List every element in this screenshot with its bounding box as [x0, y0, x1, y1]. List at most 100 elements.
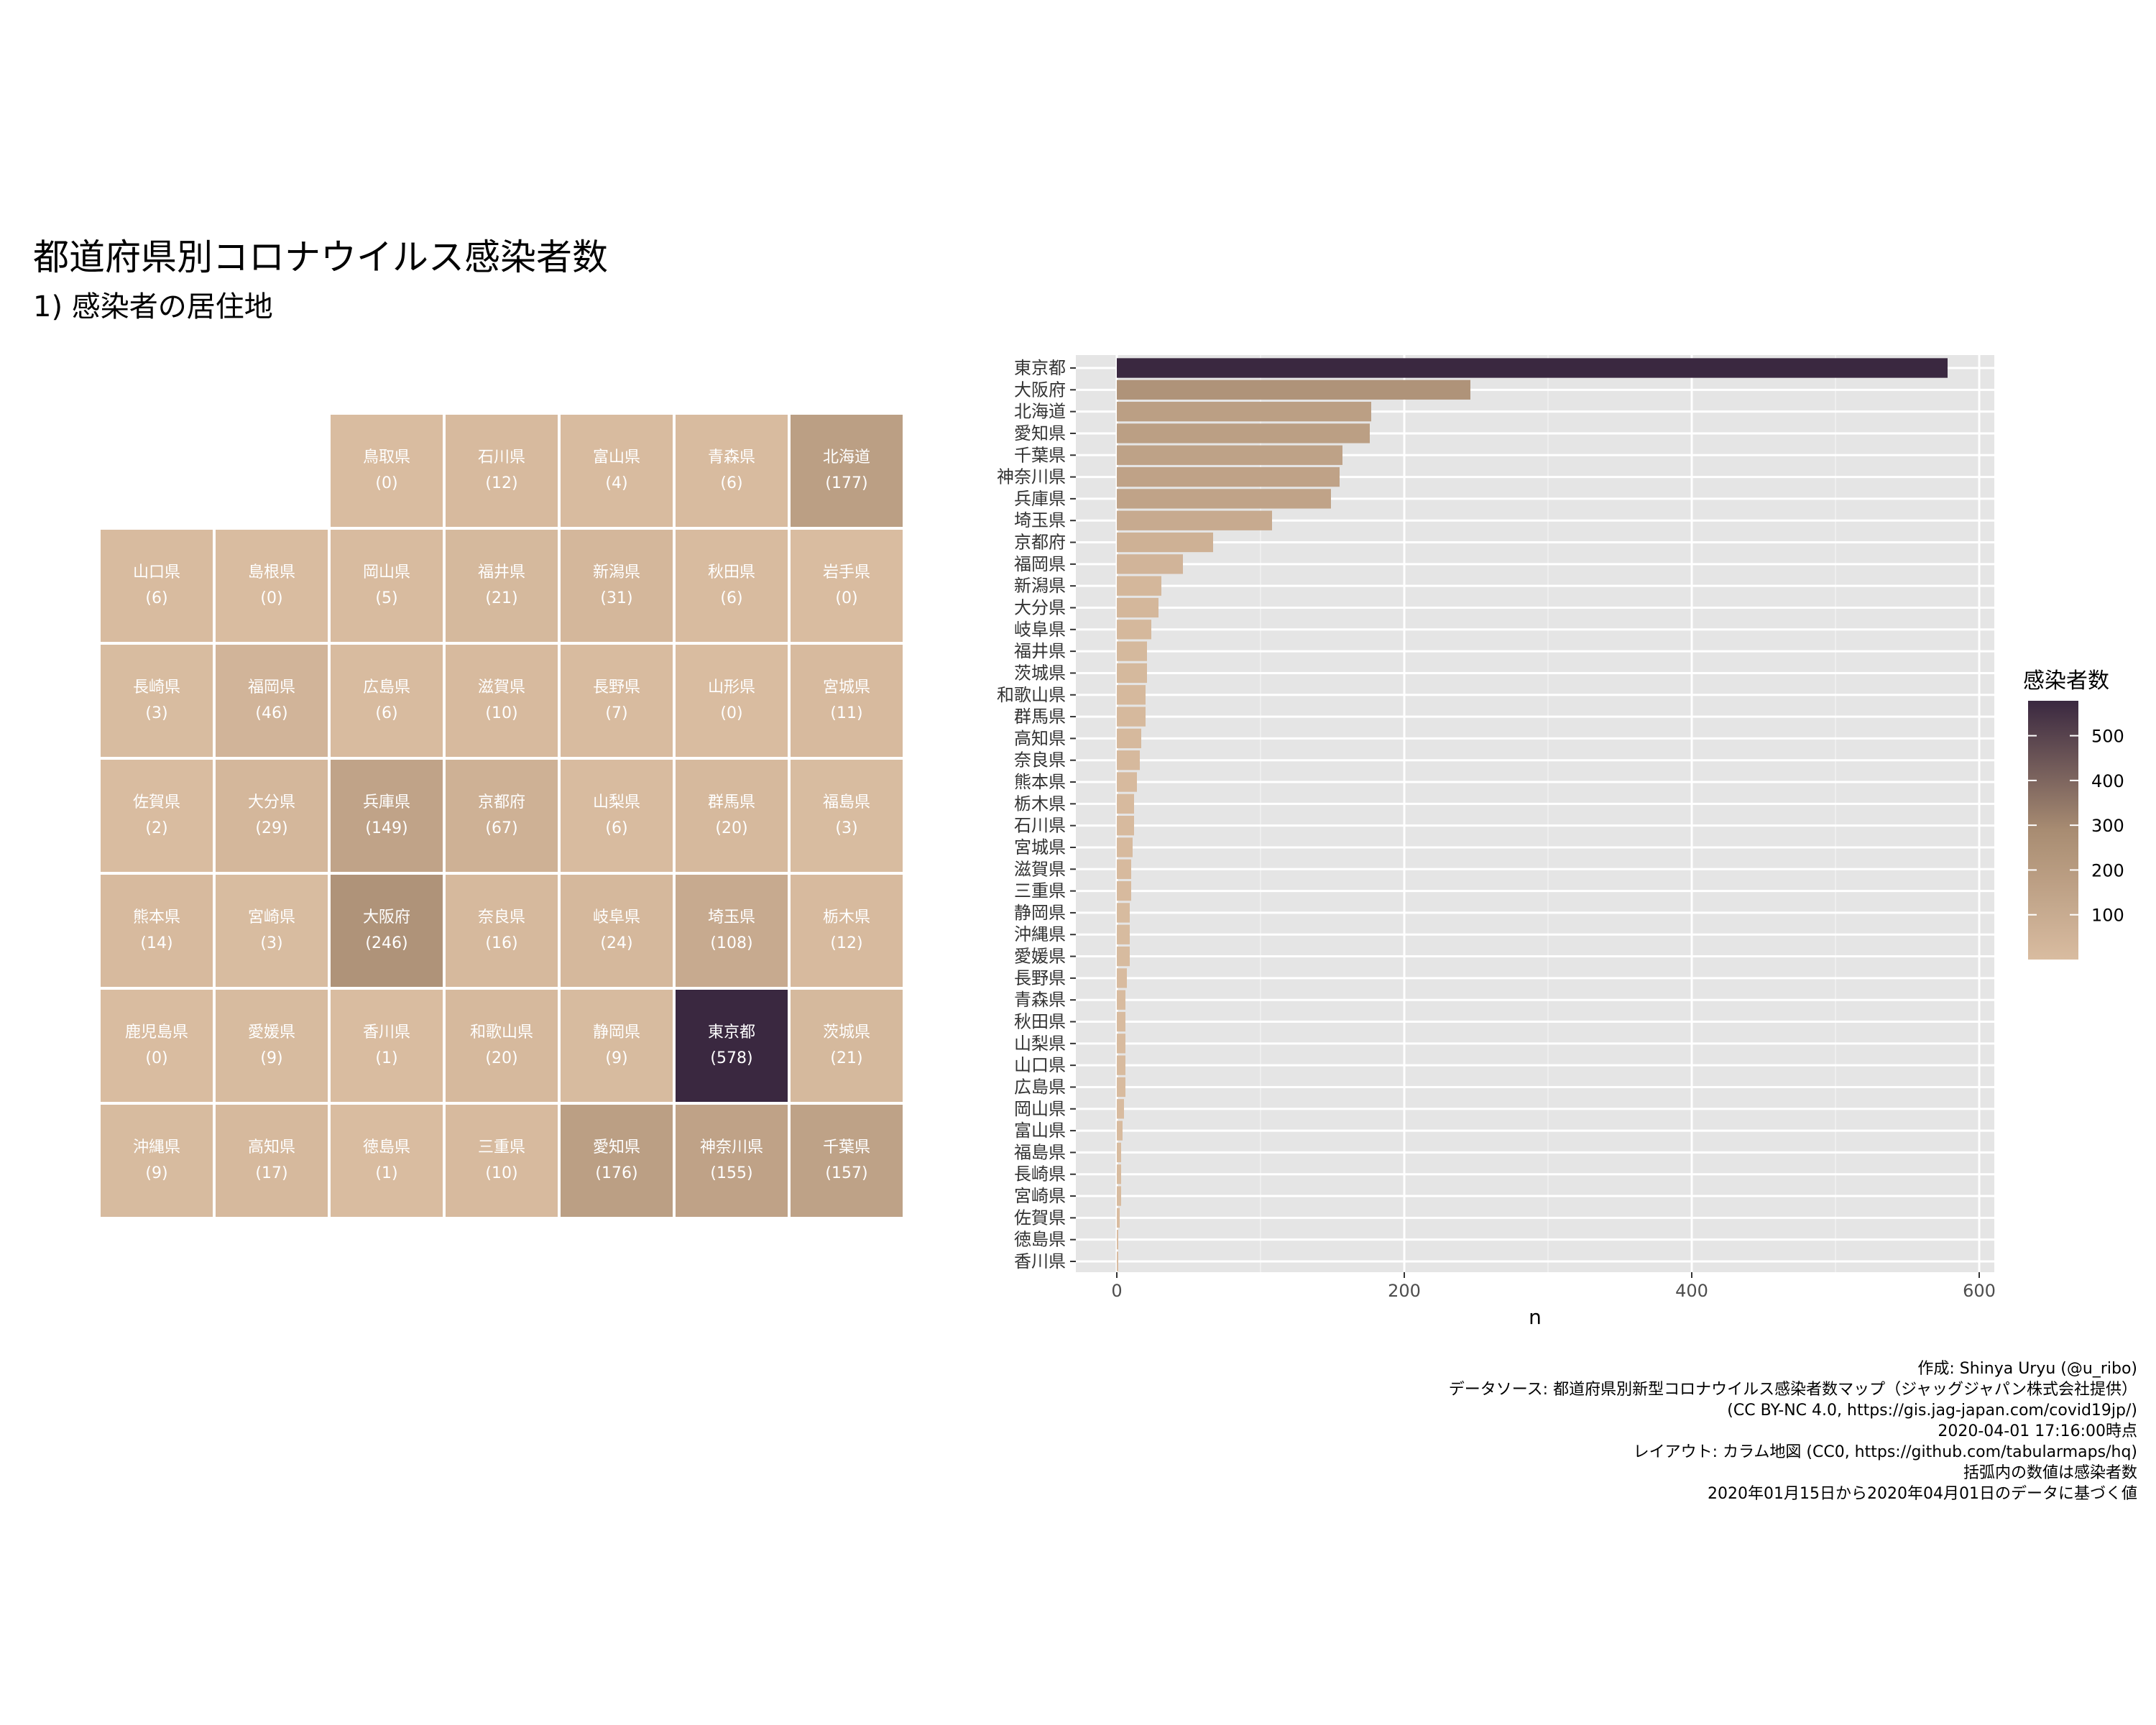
tile-value: (3) [145, 704, 167, 722]
bar-chart: 東京都大阪府北海道愛知県千葉県神奈川県兵庫県埼玉県京都府福岡県新潟県大分県岐阜県… [997, 355, 2124, 1329]
y-tick-label: 秋田県 [1014, 1012, 1066, 1032]
tile-name: 秋田県 [708, 564, 755, 581]
y-tick-label: 徳島県 [1014, 1230, 1066, 1250]
legend-label: 500 [2091, 727, 2124, 747]
tile-name: 石川県 [478, 448, 525, 466]
tile-rect [213, 872, 331, 990]
bar [1117, 1164, 1121, 1184]
y-tick-label: 茨城県 [1014, 663, 1066, 683]
tile-name: 神奈川県 [700, 1138, 763, 1156]
tile-value: (108) [710, 934, 752, 952]
tile-value: (4) [605, 474, 627, 492]
legend-label: 300 [2091, 816, 2124, 836]
y-tick-label: 沖縄県 [1014, 924, 1066, 944]
bar [1117, 968, 1127, 988]
x-tick-label: 600 [1963, 1281, 1996, 1301]
tile-name: 大阪府 [363, 908, 410, 926]
y-tick-label: 兵庫県 [1014, 489, 1066, 509]
bar [1117, 750, 1140, 770]
tile-name: 富山県 [593, 448, 640, 466]
y-tick-label: 青森県 [1014, 990, 1066, 1010]
y-tick-label: 愛媛県 [1014, 947, 1066, 967]
tile-rect [673, 1102, 791, 1220]
tile: 高知県 (17) [213, 1102, 331, 1220]
tile-rect [673, 412, 791, 530]
tile: 宮崎県 (3) [213, 872, 331, 990]
bar [1117, 1230, 1118, 1250]
tile-rect [328, 527, 446, 645]
tile: 石川県 (12) [443, 412, 561, 530]
tile-value: (155) [710, 1164, 752, 1182]
tile: 広島県 (6) [328, 642, 446, 760]
tile: 佐賀県 (2) [98, 757, 216, 875]
bar [1117, 837, 1133, 857]
y-tick-label: 栃木県 [1014, 794, 1066, 814]
tile-value: (20) [715, 819, 747, 837]
tile-name: 岡山県 [363, 564, 410, 581]
bar [1117, 903, 1130, 923]
bar [1117, 380, 1470, 400]
tile-name: 福井県 [478, 564, 525, 581]
tile: 島根県 (0) [213, 527, 331, 645]
tile-name: 徳島県 [363, 1138, 410, 1156]
bar [1117, 772, 1137, 792]
x-tick-label: 200 [1388, 1281, 1421, 1301]
tile-value: (9) [260, 1049, 282, 1067]
tile: 宮城県 (11) [788, 642, 906, 760]
tile-name: 山形県 [708, 678, 755, 696]
y-tick-label: 岡山県 [1014, 1099, 1066, 1119]
bar [1117, 816, 1134, 836]
tile-name: 長野県 [593, 678, 640, 696]
tile-name: 静岡県 [593, 1024, 640, 1041]
bar [1117, 685, 1146, 705]
tile-value: (0) [375, 474, 397, 492]
bar [1117, 641, 1147, 661]
tile: 三重県 (10) [443, 1102, 561, 1220]
tile-name: 高知県 [248, 1138, 295, 1156]
tile-rect [443, 757, 561, 875]
tile-name: 愛知県 [593, 1138, 640, 1156]
tile-rect [98, 1102, 216, 1220]
caption-line: レイアウト: カラム地図 (CC0, https://github.com/ta… [1633, 1443, 2137, 1461]
tile-name: 福岡県 [248, 678, 295, 696]
tile-name: 奈良県 [478, 908, 525, 926]
bar [1117, 1055, 1125, 1075]
tile: 千葉県 (157) [788, 1102, 906, 1220]
tile-rect [788, 527, 906, 645]
tile-rect [558, 1102, 676, 1220]
y-tick-label: 大阪府 [1014, 380, 1066, 400]
tile-value: (6) [145, 589, 167, 607]
y-tick-label: 宮城県 [1014, 837, 1066, 857]
y-tick-label: 静岡県 [1014, 903, 1066, 923]
tile: 秋田県 (6) [673, 527, 791, 645]
bar [1117, 794, 1134, 814]
bar [1117, 707, 1146, 727]
tile-value: (20) [485, 1049, 517, 1067]
y-tick-label: 熊本県 [1014, 772, 1066, 792]
bar [1117, 401, 1371, 422]
bar [1117, 946, 1130, 967]
legend-title: 感染者数 [2023, 668, 2109, 694]
bar [1117, 510, 1272, 530]
tile-value: (10) [485, 1164, 517, 1182]
tile: 熊本県 (14) [98, 872, 216, 990]
bar [1117, 358, 1948, 378]
tile: 京都府 (67) [443, 757, 561, 875]
tile: 茨城県 (21) [788, 987, 906, 1105]
tile-value: (0) [835, 589, 857, 607]
tile: 青森県 (6) [673, 412, 791, 530]
caption-line: 括弧内の数値は感染者数 [1963, 1464, 2137, 1482]
tile-name: 新潟県 [593, 564, 640, 581]
tile: 福岡県 (46) [213, 642, 331, 760]
tile-name: 山梨県 [593, 794, 640, 811]
tile-name: 和歌山県 [470, 1024, 533, 1041]
y-tick-label: 長野県 [1014, 968, 1066, 988]
tile-name: 京都府 [478, 794, 525, 811]
tile-name: 東京都 [708, 1024, 755, 1041]
tile-rect [98, 527, 216, 645]
tile: 香川県 (1) [328, 987, 446, 1105]
tile-rect [328, 642, 446, 760]
tile-name: 茨城県 [823, 1024, 870, 1041]
y-tick-label: 福岡県 [1014, 554, 1066, 574]
tile: 岩手県 (0) [788, 527, 906, 645]
